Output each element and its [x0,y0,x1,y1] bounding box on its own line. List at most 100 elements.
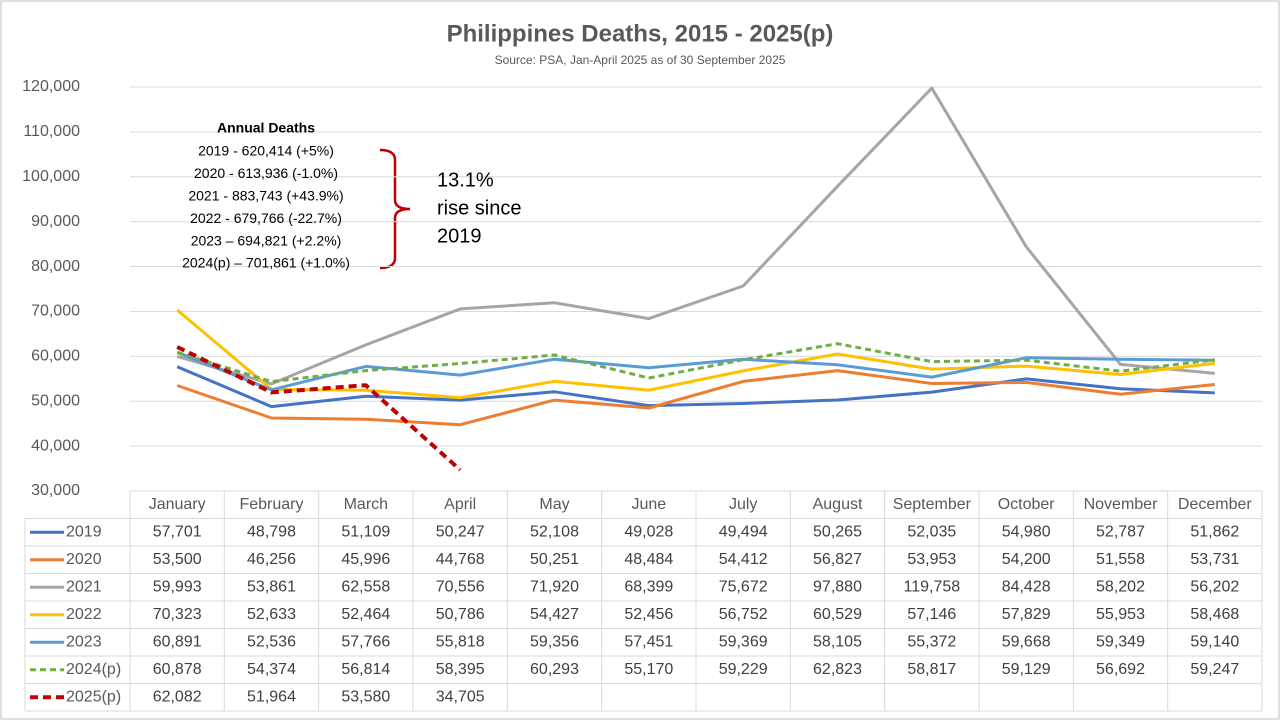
table-value: 53,953 [907,551,956,568]
table-value: 60,878 [153,661,202,678]
x-tick-label: March [344,496,388,513]
table-value: 54,427 [530,606,579,623]
series-line [176,308,1215,400]
y-tick-label: 120,000 [22,78,80,95]
legend-label: 2020 [66,551,102,568]
table-value: 59,369 [719,633,768,650]
table-value: 59,993 [153,578,202,595]
table-value: 51,558 [1096,551,1145,568]
annotation-line: 2021 - 883,743 (+43.9%) [188,188,343,204]
table-value: 70,556 [436,578,485,595]
table-value: 53,731 [1190,551,1239,568]
annotation-line: 2020 - 613,936 (-1.0%) [194,165,338,181]
callout-line: 13.1% [437,169,494,191]
table-value: 45,996 [341,551,390,568]
table-value: 49,028 [624,523,673,540]
table-value: 59,349 [1096,633,1145,650]
table-value: 55,372 [907,633,956,650]
series-line [176,365,1215,409]
table-value: 52,536 [247,633,296,650]
table-value: 55,170 [624,661,673,678]
table-value: 50,251 [530,551,579,568]
legend-label: 2023 [66,633,102,650]
table-value: 53,861 [247,578,296,595]
table-value: 70,323 [153,606,202,623]
x-tick-label: April [444,496,476,513]
table-value: 56,814 [341,661,390,678]
table-value: 58,817 [907,661,956,678]
x-tick-label: December [1178,496,1252,513]
annotation-line: 2023 – 694,821 (+2.2%) [191,232,342,248]
x-tick-label: October [998,496,1056,513]
x-tick-label: June [631,496,666,513]
x-tick-label: January [149,496,206,513]
x-tick-label: July [729,496,757,513]
annotation-title: Annual Deaths [217,120,315,136]
table-value: 58,202 [1096,578,1145,595]
table-value: 54,374 [247,661,296,678]
table-value: 54,980 [1002,523,1051,540]
table-value: 97,880 [813,578,862,595]
series-line [176,350,1215,392]
table-value: 44,768 [436,551,485,568]
table-value: 56,752 [719,606,768,623]
table-value: 60,293 [530,661,579,678]
table-value: 119,758 [904,578,961,595]
y-tick-label: 60,000 [31,348,80,365]
table-value: 48,484 [624,551,673,568]
table-value: 52,787 [1096,523,1145,540]
callout-line: 2019 [437,225,482,247]
table-value: 58,395 [436,661,485,678]
table-value: 54,200 [1002,551,1051,568]
table-value: 71,920 [530,578,579,595]
table-value: 75,672 [719,578,768,595]
table-value: 51,109 [341,523,390,540]
table-value: 62,082 [153,688,202,705]
table-value: 57,146 [907,606,956,623]
x-tick-label: August [813,496,863,513]
table-value: 50,265 [813,523,862,540]
chart-title: Philippines Deaths, 2015 - 2025(p) [447,20,834,47]
bracket [379,148,411,270]
table-value: 49,494 [719,523,768,540]
table-value: 53,500 [153,551,202,568]
table-value: 52,035 [907,523,956,540]
legend-label: 2021 [66,578,102,595]
series-line [176,86,1215,386]
table-value: 50,247 [436,523,485,540]
table-value: 57,701 [153,523,202,540]
table-value: 55,953 [1096,606,1145,623]
series-line [176,369,1215,427]
annotation-line: 2019 - 620,414 (+5%) [198,143,334,159]
series-line [176,345,462,472]
table-value: 57,829 [1002,606,1051,623]
x-tick-label: September [893,496,972,513]
x-tick-label: May [539,496,569,513]
y-tick-label: 30,000 [31,482,80,499]
annotation-line: 2024(p) – 701,861 (+1.0%) [182,255,350,271]
table-value: 56,692 [1096,661,1145,678]
table-value: 52,633 [247,606,296,623]
table-value: 60,891 [153,633,202,650]
y-tick-label: 80,000 [31,258,80,275]
y-tick-label: 70,000 [31,303,80,320]
callout-line: rise since [437,197,521,219]
legend-label: 2025(p) [66,688,121,705]
legend-label: 2024(p) [66,661,121,678]
table-value: 57,451 [624,633,673,650]
table-value: 51,964 [247,688,296,705]
table-value: 59,356 [530,633,579,650]
table-value: 58,468 [1190,606,1239,623]
table-value: 52,108 [530,523,579,540]
table-value: 52,464 [341,606,390,623]
table-value: 68,399 [624,578,673,595]
table-value: 57,766 [341,633,390,650]
table-value: 54,412 [719,551,768,568]
y-tick-label: 100,000 [22,168,80,185]
y-tick-label: 90,000 [31,213,80,230]
table-value: 55,818 [436,633,485,650]
table-value: 56,827 [813,551,862,568]
table-value: 59,129 [1002,661,1051,678]
